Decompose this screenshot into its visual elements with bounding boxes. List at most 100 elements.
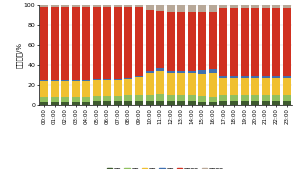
Bar xyxy=(177,101,185,105)
Bar xyxy=(103,5,111,7)
Bar xyxy=(156,68,164,71)
Bar xyxy=(114,96,122,101)
Bar xyxy=(93,79,101,80)
Bar xyxy=(230,95,238,101)
Bar xyxy=(103,101,111,105)
Bar xyxy=(209,102,217,105)
Bar xyxy=(72,102,80,105)
Bar xyxy=(51,7,58,80)
Bar xyxy=(72,97,80,102)
Bar xyxy=(93,5,101,7)
Bar xyxy=(51,5,58,7)
Bar xyxy=(220,95,227,101)
Bar xyxy=(240,101,249,105)
Bar xyxy=(283,76,291,78)
Bar xyxy=(135,77,143,95)
Bar xyxy=(114,5,122,7)
Bar xyxy=(262,78,270,95)
Bar xyxy=(72,80,80,81)
Bar xyxy=(177,95,185,101)
Bar xyxy=(167,71,175,73)
Bar xyxy=(251,101,259,105)
Bar xyxy=(93,96,101,101)
Bar xyxy=(198,70,206,74)
Bar xyxy=(125,79,132,95)
Bar xyxy=(283,101,291,105)
Bar xyxy=(82,7,90,80)
Bar xyxy=(272,78,280,95)
Bar xyxy=(156,5,164,11)
Y-axis label: 面积占比/%: 面积占比/% xyxy=(15,42,22,68)
Bar xyxy=(125,101,132,105)
Bar xyxy=(93,101,101,105)
Bar xyxy=(51,97,58,102)
Bar xyxy=(167,101,175,105)
Bar xyxy=(283,95,291,101)
Bar xyxy=(156,71,164,94)
Bar xyxy=(72,7,80,80)
Bar xyxy=(230,5,238,8)
Bar xyxy=(283,78,291,95)
Bar xyxy=(103,80,111,96)
Bar xyxy=(272,76,280,78)
Bar xyxy=(220,101,227,105)
Bar xyxy=(61,97,69,102)
Bar xyxy=(82,81,90,97)
Bar xyxy=(220,8,227,76)
Bar xyxy=(82,97,90,102)
Bar xyxy=(230,101,238,105)
Bar xyxy=(146,95,153,101)
Bar xyxy=(40,5,48,7)
Bar xyxy=(262,95,270,101)
Bar xyxy=(114,7,122,79)
Bar xyxy=(93,7,101,79)
Bar xyxy=(283,8,291,76)
Bar xyxy=(156,11,164,68)
Bar xyxy=(135,76,143,77)
Legend: 林地, 草地, 耕地, 湿地, 建设用地, 未利用地: 林地, 草地, 耕地, 湿地, 建设用地, 未利用地 xyxy=(104,166,227,169)
Bar xyxy=(220,5,227,8)
Bar xyxy=(40,97,48,102)
Bar xyxy=(167,12,175,71)
Bar xyxy=(40,81,48,97)
Bar xyxy=(146,5,153,10)
Bar xyxy=(82,5,90,7)
Bar xyxy=(146,73,153,95)
Bar xyxy=(188,12,196,71)
Bar xyxy=(209,12,217,69)
Bar xyxy=(177,73,185,95)
Bar xyxy=(240,5,249,8)
Bar xyxy=(125,95,132,101)
Bar xyxy=(167,95,175,101)
Bar xyxy=(103,96,111,101)
Bar xyxy=(61,102,69,105)
Bar xyxy=(240,78,249,95)
Bar xyxy=(177,12,185,71)
Bar xyxy=(61,7,69,80)
Bar xyxy=(272,8,280,76)
Bar xyxy=(114,79,122,80)
Bar xyxy=(283,5,291,8)
Bar xyxy=(251,78,259,95)
Bar xyxy=(167,73,175,95)
Bar xyxy=(220,76,227,78)
Bar xyxy=(125,78,132,79)
Bar xyxy=(40,102,48,105)
Bar xyxy=(103,7,111,79)
Bar xyxy=(188,71,196,73)
Bar xyxy=(230,8,238,76)
Bar xyxy=(72,81,80,97)
Bar xyxy=(82,80,90,81)
Bar xyxy=(125,7,132,78)
Bar xyxy=(51,80,58,81)
Bar xyxy=(51,81,58,97)
Bar xyxy=(135,7,143,76)
Bar xyxy=(198,12,206,70)
Bar xyxy=(198,96,206,102)
Bar xyxy=(262,8,270,76)
Bar xyxy=(251,8,259,76)
Bar xyxy=(188,73,196,95)
Bar xyxy=(272,5,280,8)
Bar xyxy=(240,95,249,101)
Bar xyxy=(93,80,101,96)
